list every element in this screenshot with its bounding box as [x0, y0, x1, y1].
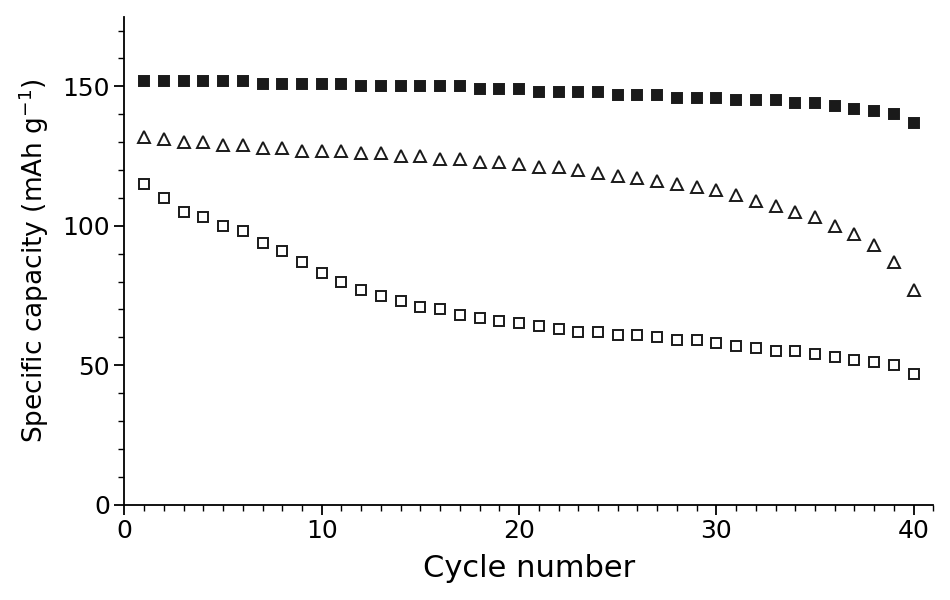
X-axis label: Cycle number: Cycle number — [423, 554, 635, 583]
Y-axis label: Specific capacity (mAh g$^{-1}$): Specific capacity (mAh g$^{-1}$) — [17, 78, 51, 443]
